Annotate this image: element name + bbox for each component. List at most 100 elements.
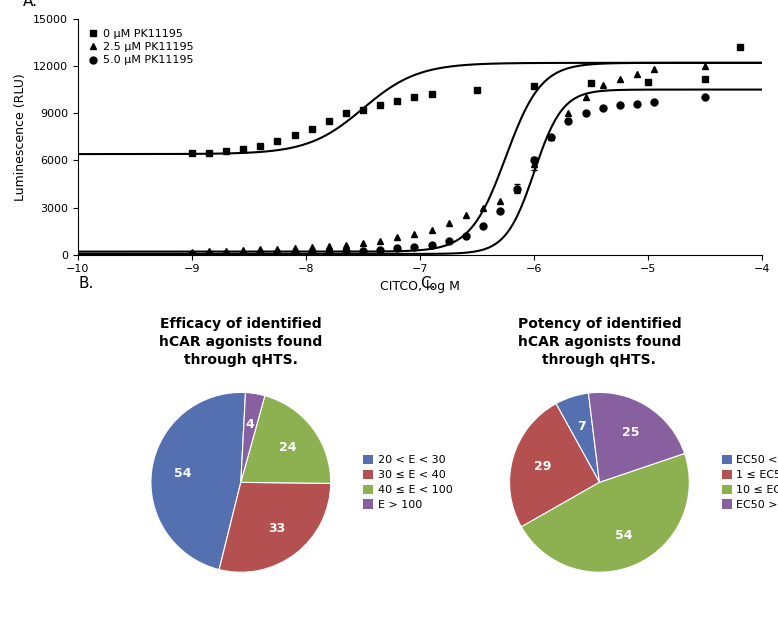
- 0 μM PK11195: [410, 94, 419, 101]
- Wedge shape: [556, 393, 599, 482]
- 5.0 μM PK11195: [239, 250, 248, 257]
- Text: 25: 25: [622, 426, 640, 439]
- Wedge shape: [241, 396, 331, 483]
- Line: 5.0 μM PK11195: 5.0 μM PK11195: [188, 94, 709, 257]
- 2.5 μM PK11195: [478, 204, 488, 212]
- 5.0 μM PK11195: [496, 207, 505, 215]
- 5.0 μM PK11195: [410, 243, 419, 250]
- 2.5 μM PK11195: [376, 237, 385, 244]
- 2.5 μM PK11195: [530, 160, 539, 167]
- 2.5 μM PK11195: [290, 244, 300, 252]
- 2.5 μM PK11195: [410, 230, 419, 238]
- 5.0 μM PK11195: [598, 105, 608, 112]
- Wedge shape: [241, 393, 265, 482]
- Legend: 0 μM PK11195, 2.5 μM PK11195, 5.0 μM PK11195: 0 μM PK11195, 2.5 μM PK11195, 5.0 μM PK1…: [83, 24, 198, 70]
- 2.5 μM PK11195: [307, 244, 317, 251]
- 2.5 μM PK11195: [547, 133, 556, 140]
- 2.5 μM PK11195: [222, 247, 231, 255]
- 2.5 μM PK11195: [256, 245, 265, 253]
- 0 μM PK11195: [324, 117, 334, 125]
- 2.5 μM PK11195: [342, 241, 351, 249]
- Legend: EC50 < 1, 1 ≤ EC50 < 10, 10 ≤ EC50 < 20, EC50 > 20: EC50 < 1, 1 ≤ EC50 < 10, 10 ≤ EC50 < 20,…: [717, 450, 778, 515]
- 5.0 μM PK11195: [273, 249, 282, 257]
- 0 μM PK11195: [530, 83, 539, 90]
- 0 μM PK11195: [427, 91, 436, 98]
- 2.5 μM PK11195: [564, 110, 573, 117]
- Wedge shape: [588, 393, 685, 482]
- Wedge shape: [521, 453, 689, 572]
- 5.0 μM PK11195: [513, 185, 522, 192]
- Title: Potency of identified
hCAR agonists found
through qHTS.: Potency of identified hCAR agonists foun…: [517, 317, 682, 367]
- 0 μM PK11195: [376, 101, 385, 109]
- 5.0 μM PK11195: [205, 250, 214, 257]
- Text: 29: 29: [534, 460, 552, 473]
- 2.5 μM PK11195: [444, 220, 454, 227]
- 5.0 μM PK11195: [376, 246, 385, 254]
- 2.5 μM PK11195: [513, 185, 522, 192]
- 0 μM PK11195: [735, 43, 745, 51]
- 2.5 μM PK11195: [273, 245, 282, 252]
- 0 μM PK11195: [239, 146, 248, 153]
- Text: B.: B.: [79, 276, 94, 291]
- 0 μM PK11195: [643, 78, 653, 86]
- 2.5 μM PK11195: [205, 247, 214, 255]
- 5.0 μM PK11195: [342, 247, 351, 255]
- 5.0 μM PK11195: [324, 248, 334, 255]
- Text: 33: 33: [268, 522, 286, 535]
- Text: 54: 54: [615, 529, 633, 542]
- 0 μM PK11195: [205, 149, 214, 156]
- Text: C.: C.: [419, 276, 435, 291]
- 0 μM PK11195: [342, 110, 351, 117]
- 5.0 μM PK11195: [701, 94, 710, 101]
- 5.0 μM PK11195: [307, 249, 317, 256]
- 2.5 μM PK11195: [496, 198, 505, 205]
- 5.0 μM PK11195: [222, 250, 231, 257]
- 2.5 μM PK11195: [393, 233, 402, 241]
- 5.0 μM PK11195: [478, 223, 488, 230]
- Y-axis label: Luminescence (RLU): Luminescence (RLU): [15, 73, 27, 201]
- 5.0 μM PK11195: [187, 250, 197, 258]
- 0 μM PK11195: [472, 86, 482, 93]
- 0 μM PK11195: [359, 106, 368, 114]
- 2.5 μM PK11195: [359, 239, 368, 247]
- Wedge shape: [151, 393, 246, 570]
- 2.5 μM PK11195: [615, 75, 625, 83]
- 2.5 μM PK11195: [598, 81, 608, 89]
- 0 μM PK11195: [307, 125, 317, 133]
- 5.0 μM PK11195: [290, 249, 300, 257]
- 0 μM PK11195: [273, 138, 282, 145]
- 5.0 μM PK11195: [650, 98, 659, 106]
- Legend: 20 < E < 30, 30 ≤ E < 40, 40 ≤ E < 100, E > 100: 20 < E < 30, 30 ≤ E < 40, 40 ≤ E < 100, …: [359, 450, 457, 515]
- 5.0 μM PK11195: [547, 133, 556, 140]
- 0 μM PK11195: [393, 97, 402, 105]
- 5.0 μM PK11195: [256, 250, 265, 257]
- Text: A.: A.: [23, 0, 38, 9]
- 5.0 μM PK11195: [615, 101, 625, 109]
- X-axis label: CITCO, log M: CITCO, log M: [380, 280, 460, 293]
- 2.5 μM PK11195: [461, 212, 471, 219]
- 5.0 μM PK11195: [393, 245, 402, 252]
- Text: 4: 4: [246, 418, 254, 431]
- 2.5 μM PK11195: [239, 246, 248, 254]
- 5.0 μM PK11195: [530, 156, 539, 164]
- 2.5 μM PK11195: [324, 242, 334, 250]
- 2.5 μM PK11195: [427, 226, 436, 233]
- 0 μM PK11195: [587, 80, 596, 87]
- 0 μM PK11195: [290, 131, 300, 139]
- Wedge shape: [510, 404, 599, 527]
- Text: 7: 7: [577, 420, 586, 433]
- 2.5 μM PK11195: [701, 62, 710, 69]
- 0 μM PK11195: [701, 75, 710, 83]
- 0 μM PK11195: [256, 143, 265, 150]
- 5.0 μM PK11195: [427, 241, 436, 249]
- Text: 24: 24: [279, 441, 296, 454]
- 2.5 μM PK11195: [650, 65, 659, 73]
- 5.0 μM PK11195: [461, 232, 471, 240]
- 5.0 μM PK11195: [633, 100, 642, 108]
- Title: Efficacy of identified
hCAR agonists found
through qHTS.: Efficacy of identified hCAR agonists fou…: [159, 317, 322, 367]
- 5.0 μM PK11195: [564, 117, 573, 125]
- Text: 54: 54: [174, 467, 191, 480]
- 2.5 μM PK11195: [633, 70, 642, 78]
- Wedge shape: [219, 482, 331, 572]
- 5.0 μM PK11195: [581, 110, 591, 117]
